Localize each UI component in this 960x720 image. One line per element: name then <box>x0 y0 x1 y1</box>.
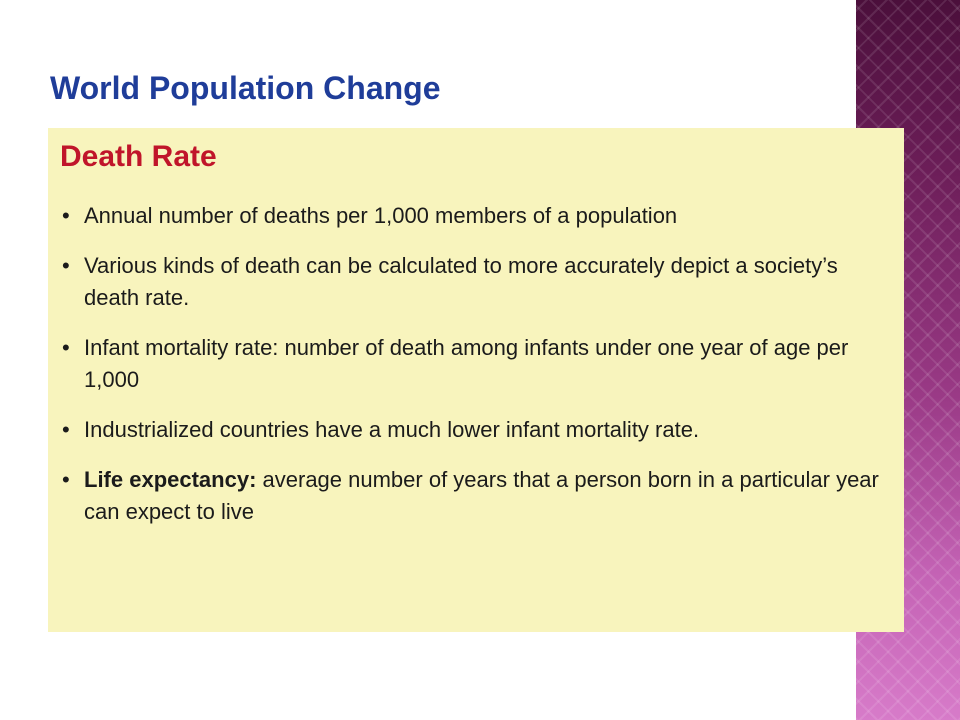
bullet-list: • Annual number of deaths per 1,000 memb… <box>56 200 898 546</box>
bullet-term: Life expectancy: <box>84 467 257 492</box>
bullet-item: • Infant mortality rate: number of death… <box>56 332 898 396</box>
bullet-dot-icon: • <box>62 203 70 228</box>
bullet-item: • Annual number of deaths per 1,000 memb… <box>56 200 898 232</box>
bullet-text: average number of years that a person bo… <box>84 467 879 524</box>
bullet-dot-icon: • <box>62 417 70 442</box>
bullet-item: • Industrialized countries have a much l… <box>56 414 898 446</box>
content-box: Death Rate • Annual number of deaths per… <box>48 128 904 632</box>
bullet-item: • Various kinds of death can be calculat… <box>56 250 898 314</box>
bullet-text: Annual number of deaths per 1,000 member… <box>84 203 678 228</box>
bullet-text: Various kinds of death can be calculated… <box>84 253 838 310</box>
bullet-dot-icon: • <box>62 335 70 360</box>
bullet-dot-icon: • <box>62 253 70 278</box>
bullet-item: • Life expectancy: average number of yea… <box>56 464 898 528</box>
bullet-text: Infant mortality rate: number of death a… <box>84 335 849 392</box>
bullet-text: Industrialized countries have a much low… <box>84 417 700 442</box>
bullet-dot-icon: • <box>62 467 70 492</box>
section-heading: Death Rate <box>60 140 217 173</box>
slide-title: World Population Change <box>50 70 441 106</box>
